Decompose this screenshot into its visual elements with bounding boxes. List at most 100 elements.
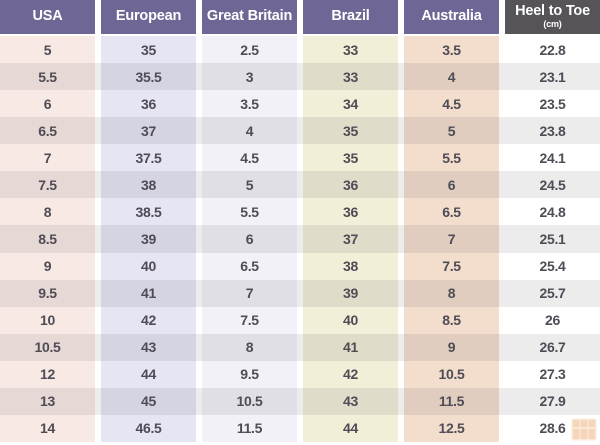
cell-heel-to-toe: 23.1 [505,63,600,91]
cell-european: 35.5 [101,63,196,91]
cell-australia: 10.5 [404,360,499,388]
column-header-label: Australia [421,8,482,25]
cell-australia: 6 [404,171,499,199]
cell-usa: 6.5 [0,117,95,145]
table-row: 12 44 9.5 42 10.5 27.3 [0,360,600,388]
cell-brazil: 38 [303,252,398,280]
cell-brazil: 42 [303,360,398,388]
cell-usa: 8 [0,198,95,226]
cell-usa: 7.5 [0,171,95,199]
cell-usa: 13 [0,387,95,415]
cell-brazil: 34 [303,90,398,118]
column-header-heel-to-toe: Heel to Toe (cm) [505,0,600,34]
column-header-label: Great Britain [206,8,293,25]
cell-heel-to-toe: 25.7 [505,279,600,307]
cell-european: 35 [101,36,196,64]
cell-great-britain: 4.5 [202,144,297,172]
table-row: 7 37.5 4.5 35 5.5 24.1 [0,144,600,172]
cell-brazil: 33 [303,63,398,91]
cell-usa: 10 [0,306,95,334]
table-row: 10.5 43 8 41 9 26.7 [0,333,600,361]
table-row: 14 46.5 11.5 44 12.5 28.6 [0,414,600,442]
cell-australia: 9 [404,333,499,361]
cell-brazil: 40 [303,306,398,334]
table-row: 5 35 2.5 33 3.5 22.8 [0,36,600,64]
cell-usa: 5.5 [0,63,95,91]
cell-great-britain: 6.5 [202,252,297,280]
table-row: 9.5 41 7 39 8 25.7 [0,279,600,307]
column-header-european: European [101,0,196,34]
cell-european: 42 [101,306,196,334]
cell-australia: 12.5 [404,414,499,442]
cell-australia: 11.5 [404,387,499,415]
cell-heel-to-toe: 26 [505,306,600,334]
cell-great-britain: 3.5 [202,90,297,118]
cell-usa: 8.5 [0,225,95,253]
table-row: 13 45 10.5 43 11.5 27.9 [0,387,600,415]
cell-brazil: 35 [303,117,398,145]
column-header-label: USA [32,8,63,25]
table-row: 8 38.5 5.5 36 6.5 24.8 [0,198,600,226]
table-row: 5.5 35.5 3 33 4 23.1 [0,63,600,91]
cell-great-britain: 3 [202,63,297,91]
column-header-label: Heel to Toe [515,3,590,20]
cell-european: 41 [101,279,196,307]
cell-european: 44 [101,360,196,388]
cell-heel-to-toe: 27.9 [505,387,600,415]
watermark-logo-icon [571,418,597,441]
column-header-great-britain: Great Britain [202,0,297,34]
cell-great-britain: 4 [202,117,297,145]
cell-european: 38.5 [101,198,196,226]
column-header-label: Brazil [331,8,370,25]
cell-usa: 10.5 [0,333,95,361]
table-header-row: USA European Great Britain Brazil Australia H… [0,0,600,34]
cell-australia: 3.5 [404,36,499,64]
column-header-label: European [115,8,182,25]
cell-great-britain: 7.5 [202,306,297,334]
cell-great-britain: 5 [202,171,297,199]
cell-european: 36 [101,90,196,118]
cell-european: 37.5 [101,144,196,172]
table-row: 6 36 3.5 34 4.5 23.5 [0,90,600,118]
cell-european: 40 [101,252,196,280]
column-header-sublabel: (cm) [543,19,562,30]
cell-european: 39 [101,225,196,253]
cell-brazil: 41 [303,333,398,361]
cell-usa: 14 [0,414,95,442]
cell-european: 37 [101,117,196,145]
table-row: 6.5 37 4 35 5 23.8 [0,117,600,145]
column-header-brazil: Brazil [303,0,398,34]
cell-brazil: 43 [303,387,398,415]
cell-usa: 12 [0,360,95,388]
cell-australia: 8 [404,279,499,307]
cell-brazil: 36 [303,171,398,199]
cell-heel-to-toe: 23.8 [505,117,600,145]
cell-australia: 5.5 [404,144,499,172]
cell-australia: 8.5 [404,306,499,334]
cell-brazil: 37 [303,225,398,253]
cell-australia: 7 [404,225,499,253]
cell-usa: 5 [0,36,95,64]
cell-australia: 4 [404,63,499,91]
table-body: 5 35 2.5 33 3.5 22.8 5.5 35.5 3 33 4 23.1 6 36 3.5 34 4.… [0,36,600,442]
cell-heel-to-toe: 24.5 [505,171,600,199]
cell-great-britain: 11.5 [202,414,297,442]
cell-great-britain: 2.5 [202,36,297,64]
cell-usa: 7 [0,144,95,172]
cell-european: 43 [101,333,196,361]
cell-european: 38 [101,171,196,199]
cell-heel-to-toe: 25.4 [505,252,600,280]
cell-heel-to-toe: 27.3 [505,360,600,388]
cell-european: 46.5 [101,414,196,442]
cell-australia: 6.5 [404,198,499,226]
cell-great-britain: 6 [202,225,297,253]
cell-heel-to-toe: 23.5 [505,90,600,118]
cell-heel-to-toe: 24.1 [505,144,600,172]
cell-heel-to-toe: 25.1 [505,225,600,253]
cell-great-britain: 10.5 [202,387,297,415]
cell-great-britain: 5.5 [202,198,297,226]
cell-heel-to-toe: 22.8 [505,36,600,64]
cell-great-britain: 8 [202,333,297,361]
cell-heel-to-toe: 24.8 [505,198,600,226]
